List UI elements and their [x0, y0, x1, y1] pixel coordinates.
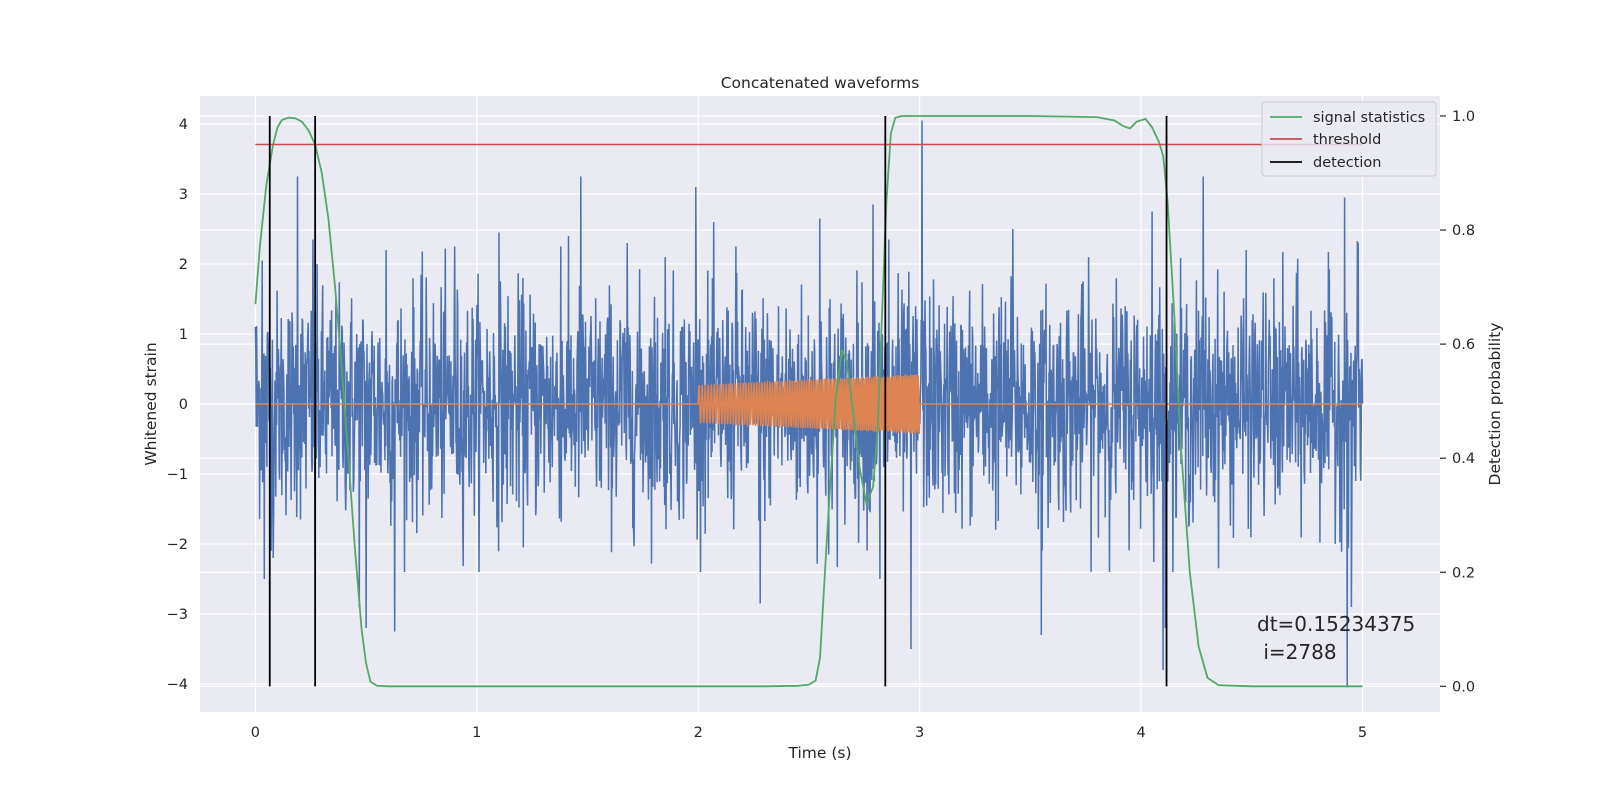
y-tick-label: −1 — [167, 467, 188, 483]
y-tick-label: −4 — [167, 677, 188, 693]
injected-waveform-line — [255, 374, 1363, 434]
y2-tick-label: 0.2 — [1452, 565, 1475, 581]
legend-label-threshold: threshold — [1313, 132, 1381, 148]
x-tick-label: 3 — [915, 725, 924, 741]
y-axis-label: Whitened strain — [142, 342, 160, 465]
data-layer — [254, 115, 1364, 688]
x-tick-label: 0 — [251, 725, 260, 741]
y2-tick-label: 0.8 — [1452, 223, 1475, 239]
y2-tick-label: 0.4 — [1452, 451, 1475, 467]
y-tick-label: 0 — [179, 397, 188, 413]
y-tick-label: 4 — [179, 117, 188, 133]
legend-label-signal-statistics: signal statistics — [1313, 110, 1425, 126]
annotation-i: i=2788 — [1257, 640, 1337, 664]
y-tick-label: 2 — [179, 257, 188, 273]
chart-title: Concatenated waveforms — [721, 74, 920, 92]
y2-tick-label: 0.0 — [1452, 679, 1475, 695]
x-tick-label: 4 — [1136, 725, 1145, 741]
x-axis-label: Time (s) — [787, 744, 851, 762]
legend: signal statistics threshold detection — [1261, 101, 1437, 177]
x-tick-label: 2 — [694, 725, 703, 741]
y-tick-label: −3 — [167, 607, 188, 623]
x-tick-label: 5 — [1358, 725, 1367, 741]
y-tick-label: −2 — [167, 537, 188, 553]
signal-statistics-line — [254, 115, 1363, 688]
ticks: 0 1 2 3 4 5 −4 −3 −2 −1 0 1 2 3 4 0.0 0.2 0.4 0.6 0.8 1.0 — [167, 109, 1475, 741]
y2-tick-label: 1.0 — [1452, 109, 1475, 125]
y2-axis-label: Detection probability — [1486, 323, 1504, 486]
y-tick-label: 1 — [179, 327, 188, 343]
x-tick-label: 1 — [472, 725, 481, 741]
annotation-dt: dt=0.15234375 — [1257, 612, 1415, 636]
legend-label-detection: detection — [1313, 155, 1381, 171]
y2-tick-label: 0.6 — [1452, 337, 1475, 353]
legend-frame — [1261, 101, 1437, 177]
y-tick-label: 3 — [179, 187, 188, 203]
noise-series-line — [254, 120, 1364, 688]
